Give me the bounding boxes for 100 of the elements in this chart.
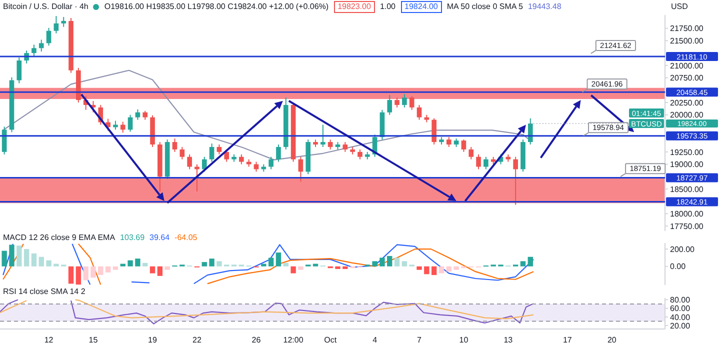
candlestick (513, 156, 518, 206)
candlestick (38, 39, 44, 52)
y-tick-label: 18500.00 (670, 184, 704, 194)
bar (54, 264, 59, 266)
bar (164, 266, 170, 270)
text: RSI 14 close SMA 14 2 (3, 287, 86, 296)
candlestick (276, 144, 281, 162)
chart-title: Bitcoin / U.S. Dollar · 4h (3, 2, 88, 11)
x-tick-label: 12 (44, 336, 54, 345)
y-tick-label: 20000.00 (670, 110, 704, 120)
bar (402, 261, 408, 266)
x-tick-label: 19 (148, 336, 158, 345)
candlestick (120, 121, 126, 134)
text: 39.64 (150, 233, 170, 242)
candlestick (298, 156, 304, 182)
bar (380, 258, 385, 266)
bar (150, 266, 156, 274)
y-tick-label: 19000.00 (670, 160, 704, 170)
y-tick-label: 60.00 (670, 304, 691, 314)
bar (209, 258, 214, 266)
bar (342, 266, 348, 269)
candlestick (216, 144, 222, 155)
text: O19816.00 H19835.00 L19798.00 C19824.00 +12.00 (+0.06%) (104, 2, 329, 11)
bar (9, 244, 14, 266)
candlestick (202, 156, 207, 172)
bar (290, 266, 296, 274)
y-tick-label: 19250.00 (670, 148, 704, 157)
x-tick-label: 22 (192, 336, 202, 345)
bar (528, 256, 533, 266)
candlestick (16, 57, 22, 84)
candlestick (394, 97, 400, 108)
bar (520, 261, 526, 266)
candlestick (342, 142, 348, 152)
candlestick (54, 15, 59, 34)
y-tick-label: 40.00 (670, 312, 691, 322)
candlestick (416, 104, 422, 120)
y-tick-label: 80.00 (670, 296, 691, 305)
candlestick (402, 94, 407, 108)
bar (335, 266, 340, 269)
bar (446, 266, 452, 272)
y-tick-label: 17750.00 (670, 222, 704, 231)
bar (387, 256, 392, 266)
bar (416, 266, 422, 270)
text: -64.05 (174, 233, 198, 242)
bar (16, 246, 22, 266)
x-tick-label: 15 (88, 336, 98, 345)
bar (394, 258, 400, 266)
text: 19443.48 (528, 2, 562, 11)
text: 19824.00 (404, 2, 438, 11)
bar (142, 262, 148, 266)
candlestick (209, 143, 214, 162)
bar (454, 266, 459, 270)
x-tick-label: 10 (459, 336, 469, 345)
x-tick-label: 7 (417, 336, 422, 345)
candlestick (239, 154, 244, 165)
x-tick-label: 13 (504, 336, 514, 345)
bar (24, 249, 30, 266)
y-tick-label: 20250.00 (670, 98, 704, 108)
candlestick (268, 156, 274, 170)
bar (135, 258, 140, 266)
bar (83, 266, 88, 280)
candlestick (432, 118, 436, 145)
text: 19823.00 (338, 2, 371, 11)
candlestick (387, 94, 392, 116)
y-tick-label: 20.00 (670, 321, 691, 330)
text: 103.69 (120, 233, 145, 242)
bar (76, 266, 82, 285)
text: MACD 12 26 close 9 EMA EMA (3, 233, 116, 242)
y-tick-label: 0.00 (670, 262, 686, 272)
bar (372, 261, 378, 266)
bar (105, 266, 111, 272)
bar (120, 264, 126, 266)
bar (2, 250, 7, 266)
bar (90, 266, 96, 278)
candlestick (32, 44, 36, 58)
bar (268, 258, 274, 266)
x-tick-label: 12:00 (283, 336, 304, 345)
x-tick-label: 20 (607, 336, 617, 345)
bar (283, 262, 288, 266)
x-tick-label: 26 (252, 336, 262, 345)
candlestick (61, 16, 66, 28)
candlestick (461, 139, 466, 152)
candlestick (194, 164, 200, 192)
bar (68, 266, 74, 284)
bar (202, 262, 207, 266)
y-axis-title: USD (671, 2, 688, 11)
candlestick (328, 139, 333, 150)
bar (31, 253, 37, 266)
candlestick (484, 156, 488, 170)
candlestick (128, 114, 133, 132)
bar (438, 266, 444, 274)
candlestick (180, 146, 185, 160)
x-tick-label: Oct (324, 336, 338, 345)
candlestick (135, 108, 140, 120)
bar (157, 266, 163, 276)
y-tick-label: 20750.00 (670, 74, 704, 83)
bar (424, 266, 430, 274)
text: 1.00 (380, 2, 396, 11)
bar (298, 266, 304, 270)
bar (261, 264, 266, 266)
